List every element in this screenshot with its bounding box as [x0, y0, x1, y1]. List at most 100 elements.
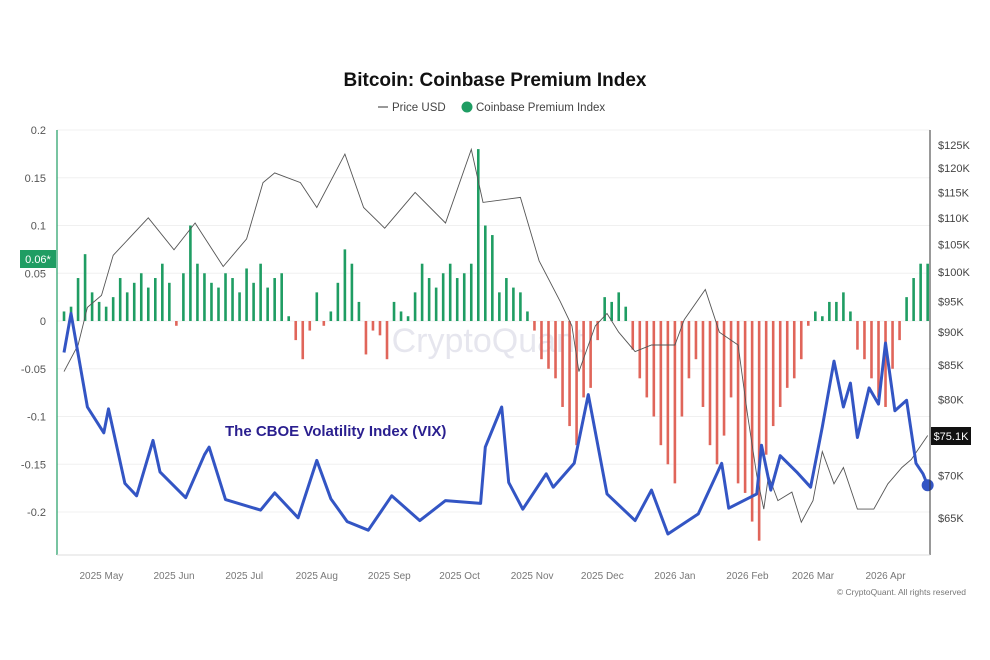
- left-tick-label: 0.2: [31, 125, 46, 137]
- premium-bar: [884, 321, 887, 407]
- chart-title: Bitcoin: Coinbase Premium Index: [344, 70, 647, 91]
- premium-bar: [280, 273, 283, 322]
- premium-bar: [399, 311, 403, 322]
- x-tick-label: 2025 Aug: [296, 571, 338, 582]
- premium-bar: [90, 292, 94, 322]
- premium-bar: [687, 321, 691, 379]
- premium-bar: [315, 292, 319, 322]
- premium-bar: [203, 273, 206, 322]
- premium-bar: [821, 316, 824, 322]
- right-tick-label: $120K: [938, 163, 970, 175]
- left-tick-label: 0.05: [25, 268, 46, 280]
- premium-bar: [905, 297, 908, 322]
- premium-bar: [125, 292, 129, 322]
- watermark: CryptoQuant: [392, 322, 585, 360]
- premium-bar: [694, 321, 698, 360]
- series-lines: [62, 147, 934, 536]
- legend-premium-dot-icon: [461, 101, 473, 113]
- premium-bar: [863, 321, 866, 360]
- vix-line: [62, 311, 930, 536]
- vix-annotation: The CBOE Volatility Index (VIX): [225, 423, 446, 440]
- premium-bar: [175, 321, 178, 326]
- premium-bar: [673, 321, 677, 484]
- left-tick-label: 0.15: [25, 173, 46, 185]
- premium-bar: [469, 263, 473, 322]
- premium-bar: [799, 321, 803, 360]
- premium-bar: [814, 311, 817, 322]
- premium-bar: [427, 278, 431, 322]
- right-tick-label: $105K: [938, 239, 970, 251]
- premium-bar: [406, 316, 410, 322]
- premium-bar: [610, 301, 613, 322]
- premium-bar: [322, 321, 326, 326]
- premium-bar: [231, 278, 234, 322]
- axes: 0.2 0.15 0.1 0.05 0 -0.05 -0.1 -0.15 -0.2 $125K $1…: [21, 125, 971, 582]
- premium-bar: [434, 287, 438, 322]
- premium-bar: [835, 301, 838, 322]
- premium-bar: [849, 311, 852, 322]
- premium-bar: [448, 263, 452, 322]
- legend-premium-label[interactable]: Coinbase Premium Index: [476, 102, 605, 114]
- premium-bar: [364, 321, 368, 355]
- left-tick-label: -0.15: [21, 459, 46, 471]
- premium-bar: [792, 321, 796, 379]
- premium-bar: [189, 225, 192, 322]
- premium-bar: [877, 321, 880, 398]
- x-tick-label: 2025 Jul: [225, 571, 263, 582]
- premium-bar: [217, 287, 220, 322]
- premium-bar: [455, 278, 459, 322]
- premium-bar: [617, 292, 621, 322]
- right-tick-label: $95K: [938, 296, 964, 308]
- x-tick-label: 2026 Mar: [792, 571, 835, 582]
- left-tick-label: -0.2: [27, 507, 46, 519]
- left-tick-label: -0.1: [27, 412, 46, 424]
- premium-bar: [596, 321, 599, 341]
- premium-bar: [526, 311, 529, 322]
- x-tick-label: 2026 Apr: [866, 571, 907, 582]
- legend-price-label[interactable]: Price USD: [392, 102, 446, 114]
- right-tick-label: $110K: [938, 213, 970, 225]
- premium-bar: [287, 316, 291, 322]
- premium-bar: [778, 321, 782, 407]
- premium-bar: [357, 301, 361, 322]
- premium-bar: [62, 311, 66, 322]
- premium-bar: [750, 321, 754, 522]
- x-tick-label: 2025 May: [80, 571, 124, 582]
- premium-bar: [182, 273, 185, 322]
- right-tick-label: $85K: [938, 360, 964, 372]
- premium-bar: [729, 321, 733, 398]
- premium-bar: [462, 273, 466, 322]
- premium-bar: [76, 278, 80, 322]
- premium-bar: [722, 321, 726, 436]
- premium-bar: [259, 263, 262, 322]
- premium-bar: [708, 321, 712, 446]
- premium-bar: [743, 321, 747, 493]
- right-tick-label: $80K: [938, 394, 964, 406]
- left-tick-label: 0: [40, 316, 46, 328]
- premium-bar: [118, 278, 122, 322]
- premium-bar: [132, 282, 136, 322]
- premium-bar: [771, 321, 775, 427]
- premium-bar: [252, 282, 255, 322]
- premium-bar: [196, 263, 199, 322]
- premium-bar: [266, 287, 269, 322]
- legend: Price USD Coinbase Premium Index: [378, 101, 605, 114]
- premium-bar: [652, 321, 656, 417]
- premium-bar: [420, 263, 424, 322]
- premium-bar: [111, 297, 115, 322]
- price-line: [63, 147, 929, 524]
- right-tick-label: $115K: [938, 187, 970, 199]
- left-current-badge: 0.06*: [20, 250, 56, 268]
- right-tick-label: $70K: [938, 471, 964, 483]
- copyright: © CryptoQuant. All rights reserved: [837, 587, 966, 597]
- premium-bar: [785, 321, 789, 388]
- premium-bar: [484, 225, 487, 322]
- premium-bar: [715, 321, 719, 465]
- premium-bar: [245, 268, 248, 322]
- right-badge-text: $75.1K: [934, 431, 970, 443]
- vix-end-dot: [921, 479, 934, 492]
- x-tick-label: 2026 Feb: [726, 571, 769, 582]
- x-tick-label: 2025 Dec: [581, 571, 624, 582]
- premium-bar: [624, 306, 628, 322]
- premium-bar: [273, 278, 276, 322]
